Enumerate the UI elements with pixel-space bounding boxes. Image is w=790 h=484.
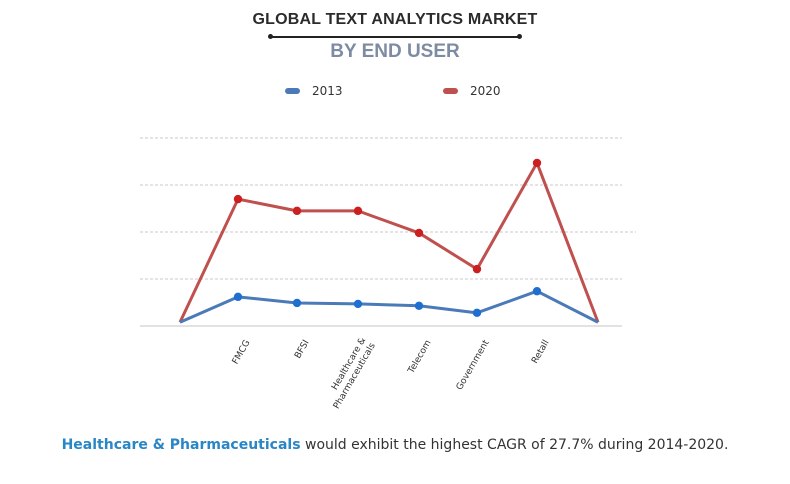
x-axis-label: Retall [530,339,551,366]
series-line-2020 [178,161,600,323]
gridlines [140,137,636,327]
data-point-2020[interactable] [233,194,243,204]
legend-label-2013: 2013 [312,84,343,98]
data-point-2020[interactable] [472,264,482,274]
data-point-2013[interactable] [472,308,482,318]
legend-label-2020: 2020 [470,84,501,98]
data-point-2013[interactable] [292,298,302,308]
legend-item-2020: 2020 [443,84,501,98]
legend-swatch-2020-icon [443,88,458,94]
chart-caption: Healthcare & Pharmaceuticals would exhib… [0,437,790,453]
series-line-2013 [179,289,599,324]
data-series [178,158,600,324]
data-point-2013[interactable] [414,301,424,310]
data-point-2020[interactable] [414,228,424,238]
data-point-2020[interactable] [292,206,302,216]
x-axis-label: Healthcare &Pharmaceuticals [322,336,378,411]
x-axis-labels: FMCG BFSI Healthcare &Pharmaceuticals Telec… [231,336,552,411]
x-axis-label: FMCG [231,338,253,366]
data-point-2020[interactable] [353,206,363,216]
legend-item-2013: 2013 [285,84,343,98]
data-point-2020[interactable] [532,158,542,168]
x-axis-label: BFSI [293,339,311,361]
data-point-2013[interactable] [353,299,363,309]
caption-highlight: Healthcare & Pharmaceuticals [61,437,301,453]
x-axis-label: Government [455,338,492,392]
caption-text: would exhibit the highest CAGR of 27.7% … [300,437,729,453]
legend-swatch-2013-icon [285,88,300,94]
data-point-2013[interactable] [233,292,243,302]
line-chart: FMCG BFSI Healthcare &Pharmaceuticals Telec… [140,137,636,411]
x-axis-label: Telecom [406,339,434,377]
chart-title: GLOBAL TEXT ANALYTICS MARKET [252,11,538,28]
chart-subtitle: BY END USER [330,41,460,62]
chart-legend: 2013 2020 [0,84,790,104]
data-point-2013[interactable] [532,287,542,296]
title-divider [268,34,522,39]
